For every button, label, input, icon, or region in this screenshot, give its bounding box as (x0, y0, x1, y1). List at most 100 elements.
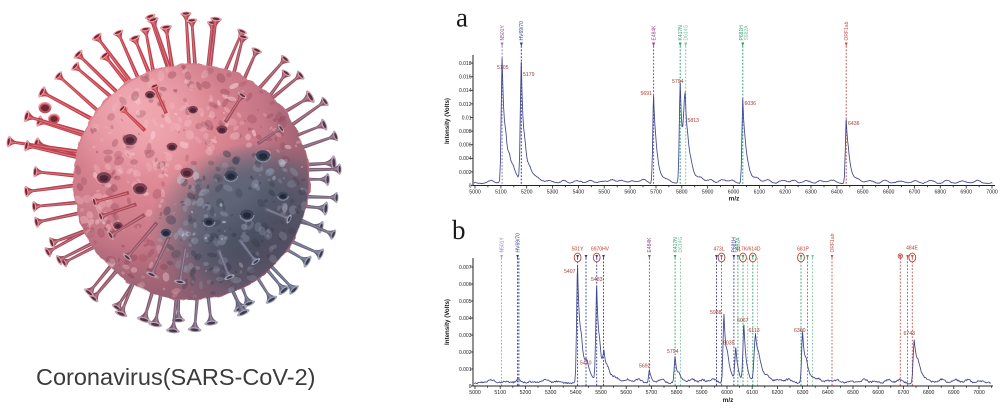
svg-text:484E: 484E (906, 246, 918, 252)
svg-text:5300: 5300 (547, 190, 559, 196)
svg-text:6000: 6000 (728, 190, 740, 196)
svg-text:5400: 5400 (570, 390, 582, 396)
svg-text:5179: 5179 (523, 72, 535, 78)
svg-text:b: b (452, 215, 466, 245)
svg-text:5794: 5794 (672, 79, 684, 85)
svg-text:5800: 5800 (676, 190, 688, 196)
svg-text:501Y: 501Y (572, 247, 584, 253)
svg-text:5813: 5813 (688, 118, 700, 124)
svg-text:0.003: 0.003 (459, 333, 472, 339)
svg-text:0.008: 0.008 (459, 129, 472, 135)
svg-text:0.018: 0.018 (459, 61, 472, 67)
svg-text:0.004: 0.004 (459, 156, 472, 162)
svg-text:K417N: K417N (678, 25, 684, 41)
svg-text:0.016: 0.016 (459, 75, 472, 81)
svg-text:5600: 5600 (620, 390, 632, 396)
svg-text:6300: 6300 (797, 390, 809, 396)
svg-text:6970HV: 6970HV (591, 247, 610, 253)
svg-text:a: a (456, 3, 468, 33)
svg-text:6500: 6500 (847, 390, 859, 396)
svg-text:0.006: 0.006 (459, 282, 472, 288)
svg-text:5700: 5700 (646, 390, 658, 396)
svg-text:6036: 6036 (745, 101, 757, 107)
svg-text:6100: 6100 (754, 190, 766, 196)
svg-text:5900: 5900 (702, 190, 714, 196)
svg-text:N501Y: N501Y (499, 237, 505, 253)
svg-text:5900: 5900 (696, 390, 708, 396)
svg-text:6400: 6400 (831, 190, 843, 196)
svg-text:K417N: K417N (673, 237, 679, 253)
svg-text:5692: 5692 (639, 364, 651, 370)
svg-text:7000: 7000 (973, 390, 985, 396)
svg-text:E484K: E484K (647, 237, 653, 253)
svg-text:Intensity (Volts): Intensity (Volts) (444, 98, 451, 144)
svg-text:6035: 6035 (723, 341, 735, 347)
svg-text:0.006: 0.006 (459, 143, 472, 149)
svg-text:0.004: 0.004 (459, 316, 472, 322)
svg-text:P681H: P681H (739, 25, 745, 41)
svg-text:5200: 5200 (520, 390, 532, 396)
svg-text:ORF1ab: ORF1ab (844, 21, 850, 40)
svg-text:5100: 5100 (494, 390, 506, 396)
svg-text:5000: 5000 (469, 390, 481, 396)
svg-text:6067: 6067 (737, 318, 749, 324)
svg-text:0.002: 0.002 (459, 170, 472, 176)
svg-text:5400: 5400 (573, 190, 585, 196)
svg-text:6113: 6113 (749, 328, 760, 334)
svg-text:6300: 6300 (794, 328, 806, 334)
svg-text:6700: 6700 (909, 190, 921, 196)
svg-text:6000: 6000 (721, 390, 733, 396)
svg-text:5000: 5000 (469, 190, 481, 196)
svg-text:5300: 5300 (545, 390, 557, 396)
svg-text:0.005: 0.005 (459, 299, 472, 305)
svg-text:0: 0 (469, 384, 472, 390)
svg-text:5105: 5105 (497, 65, 509, 71)
svg-text:Coronavirus(SARS-CoV-2): Coronavirus(SARS-CoV-2) (36, 364, 315, 390)
svg-text:5500: 5500 (598, 190, 610, 196)
svg-text:HV69/70: HV69/70 (516, 233, 522, 253)
svg-text:5988: 5988 (710, 310, 722, 316)
svg-text:0.001: 0.001 (459, 367, 472, 373)
svg-text:6600: 6600 (872, 390, 884, 396)
svg-text:D614G: D614G (684, 25, 690, 41)
svg-text:Intensity (Volts): Intensity (Volts) (444, 299, 451, 345)
svg-text:6800: 6800 (935, 190, 947, 196)
svg-text:m/z: m/z (729, 196, 740, 203)
svg-text:0.012: 0.012 (459, 102, 472, 108)
svg-text:417K/614D: 417K/614D (735, 247, 760, 253)
svg-text:S982A: S982A (736, 237, 742, 253)
svg-text:6200: 6200 (779, 190, 791, 196)
svg-text:5440: 5440 (580, 361, 592, 367)
svg-text:0.01: 0.01 (462, 115, 472, 121)
svg-text:5483: 5483 (591, 277, 603, 283)
svg-text:6900: 6900 (960, 190, 972, 196)
svg-text:6500: 6500 (857, 190, 869, 196)
svg-text:6300: 6300 (805, 190, 817, 196)
svg-text:N501Y: N501Y (500, 25, 506, 41)
svg-text:6743: 6743 (904, 331, 916, 337)
svg-text:473L: 473L (713, 247, 724, 253)
svg-text:D614G: D614G (678, 237, 684, 253)
svg-text:7000: 7000 (986, 190, 998, 196)
svg-text:5500: 5500 (595, 390, 607, 396)
svg-text:5200: 5200 (521, 190, 533, 196)
svg-text:E484K: E484K (651, 25, 657, 41)
svg-text:0.014: 0.014 (459, 88, 472, 94)
svg-text:5794: 5794 (667, 349, 679, 355)
svg-text:S982A: S982A (744, 25, 750, 41)
svg-text:0.002: 0.002 (459, 350, 472, 356)
svg-text:5691: 5691 (640, 91, 652, 97)
svg-text:6400: 6400 (822, 390, 834, 396)
svg-text:m/z: m/z (723, 397, 734, 404)
svg-text:681P: 681P (797, 247, 809, 253)
svg-text:6600: 6600 (883, 190, 895, 196)
svg-text:6436: 6436 (848, 121, 860, 127)
svg-text:5407: 5407 (564, 269, 576, 275)
svg-text:5800: 5800 (671, 390, 683, 396)
svg-text:HV69/70: HV69/70 (519, 21, 525, 41)
svg-text:P681H: P681H (732, 237, 738, 253)
svg-text:0: 0 (469, 183, 472, 189)
svg-text:6900: 6900 (948, 390, 960, 396)
svg-text:6100: 6100 (746, 390, 758, 396)
svg-text:6200: 6200 (772, 390, 784, 396)
